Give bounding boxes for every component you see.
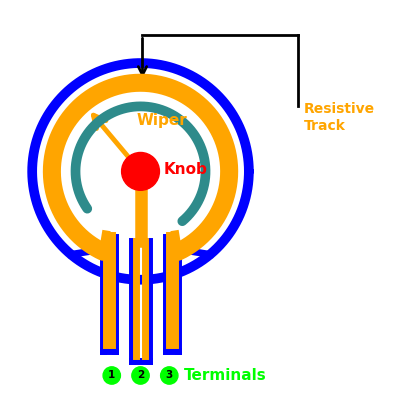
Text: Resistive
Track: Resistive Track <box>304 102 375 133</box>
Text: 1: 1 <box>108 370 115 381</box>
Text: Knob: Knob <box>164 162 207 177</box>
Text: Wiper: Wiper <box>137 113 187 128</box>
Circle shape <box>122 152 159 190</box>
Circle shape <box>103 367 120 384</box>
Text: 2: 2 <box>137 370 144 381</box>
Text: Terminals: Terminals <box>184 368 267 383</box>
Circle shape <box>161 367 178 384</box>
Circle shape <box>132 367 149 384</box>
Text: 3: 3 <box>166 370 173 381</box>
